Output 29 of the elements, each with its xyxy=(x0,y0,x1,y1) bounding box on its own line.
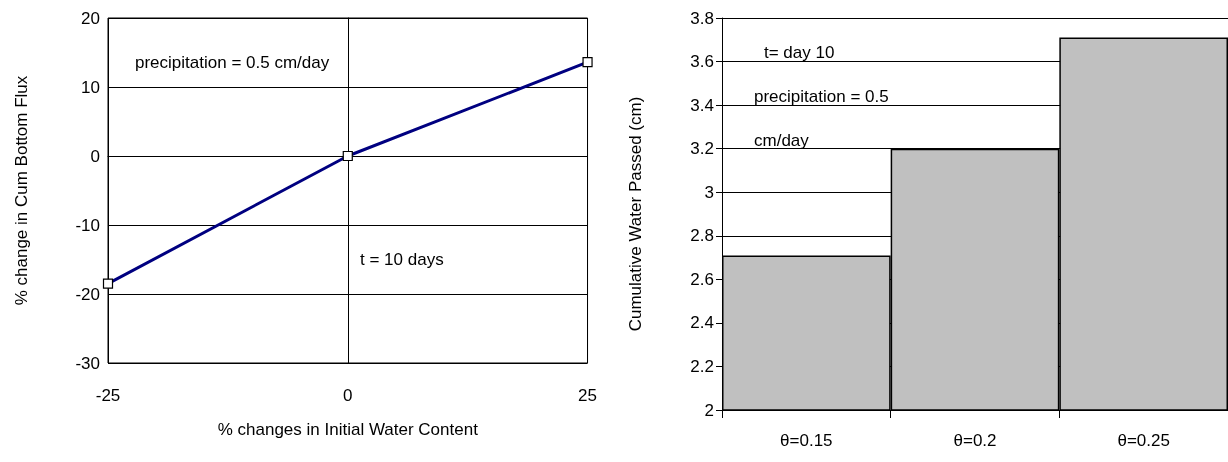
x-tick-label: θ=0.25 xyxy=(1117,431,1170,450)
x-tick-label: -25 xyxy=(95,386,121,405)
y-tick-label: 20 xyxy=(81,8,100,28)
text: precipitation = 0.5 cm/day xyxy=(754,86,889,150)
y-tick-label: 3.4 xyxy=(690,95,714,115)
annotation: t= day 10 xyxy=(764,42,835,62)
annotation: t = 10 days xyxy=(360,249,444,269)
annotation: precipitation = 0.5 cm/day xyxy=(135,52,330,72)
x-tick-label: θ=0.15 xyxy=(780,431,833,450)
y-tick-label: 2.2 xyxy=(690,356,714,376)
y-tick-label: 3 xyxy=(704,182,714,202)
y-tick-label: -30 xyxy=(75,353,100,373)
y-tick-label: 3.8 xyxy=(690,8,714,28)
y-tick-label: -10 xyxy=(75,215,100,235)
x-tick-label: 25 xyxy=(578,386,598,405)
y-axis-title: Cumulative Water Passed (cm) xyxy=(626,96,645,332)
y-tick-label: 3.2 xyxy=(690,139,714,159)
y-tick-label: 2 xyxy=(704,400,714,420)
y-tick-label: 10 xyxy=(81,77,100,97)
y-tick-label: 3.6 xyxy=(690,52,714,72)
y-tick-label: 2.6 xyxy=(690,269,714,289)
y-tick-label: 2.4 xyxy=(690,313,714,333)
x-tick-label: θ=0.2 xyxy=(953,431,997,450)
x-tick-label: 0 xyxy=(343,386,353,405)
y-tick-label: 2.8 xyxy=(690,226,714,246)
y-tick-label: 0 xyxy=(90,146,100,166)
y-tick-label: -20 xyxy=(75,284,100,304)
x-axis-title: % changes in Initial Water Content xyxy=(217,420,479,439)
y-axis-title: % change in Cum Bottom Flux xyxy=(12,75,31,306)
